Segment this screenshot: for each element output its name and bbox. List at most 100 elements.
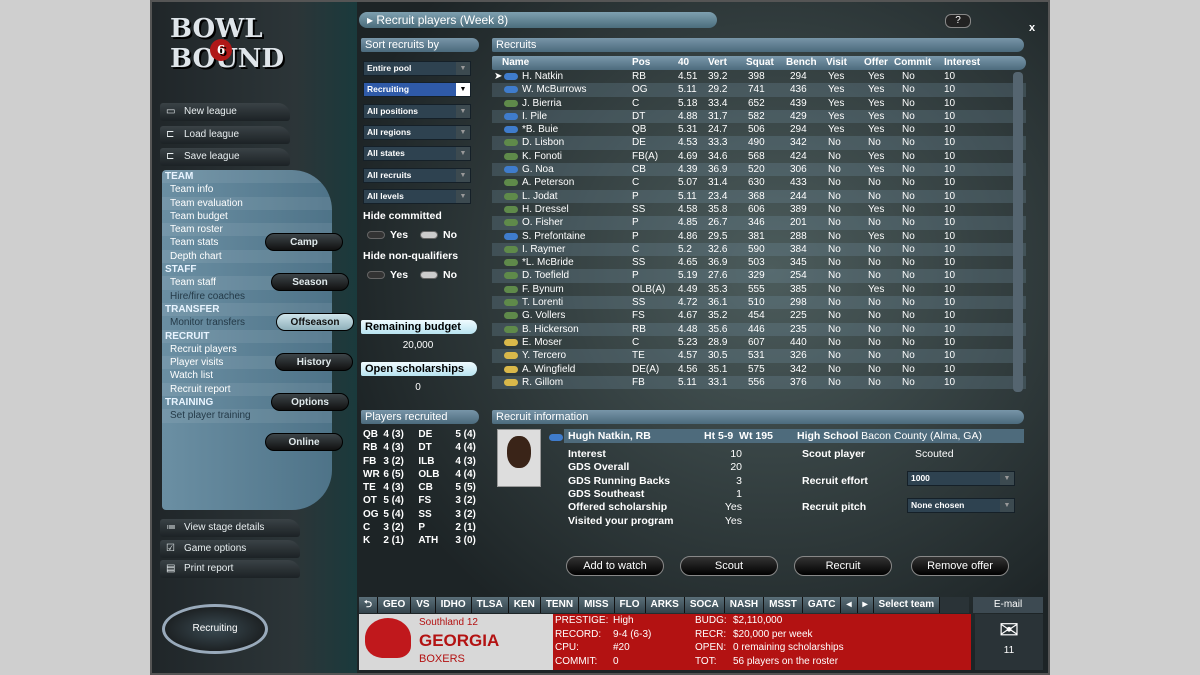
team-tab-geo[interactable]: GEO bbox=[378, 597, 412, 613]
scroll-left-icon[interactable]: ◂ bbox=[841, 597, 858, 613]
table-row[interactable]: G. Noa CB 4.39 36.9 520 306 No Yes No 10 bbox=[492, 163, 1026, 177]
team-tab-msst[interactable]: MSST bbox=[764, 597, 803, 613]
table-row[interactable]: D. Toefield P 5.19 27.6 329 254 No No No 10 bbox=[492, 269, 1026, 283]
team-tab-soca[interactable]: SOCA bbox=[684, 597, 725, 613]
mail-button[interactable]: ✉ 11 bbox=[975, 614, 1043, 670]
sidebar-item-team-stats[interactable]: Team stats bbox=[170, 237, 219, 249]
hide-nonq-yes-radio[interactable] bbox=[367, 271, 385, 279]
stage-camp-button[interactable]: Camp bbox=[265, 233, 343, 251]
sidebar-item-set-player-training[interactable]: Set player training bbox=[162, 409, 332, 423]
filter-select-3[interactable]: All positions ▼ bbox=[363, 103, 471, 119]
column-header-name[interactable]: Name bbox=[502, 57, 530, 68]
table-row[interactable]: *B. Buie QB 5.31 24.7 506 294 Yes Yes No 10 bbox=[492, 123, 1026, 136]
sidebar-item-recruit-players[interactable]: Recruit players bbox=[170, 343, 237, 355]
team-tab-tlsa[interactable]: TLSA bbox=[471, 597, 509, 613]
save-league-button[interactable]: ⊏ Save league bbox=[160, 148, 290, 166]
column-header-commit[interactable]: Commit bbox=[894, 57, 932, 68]
recruit-pitch-select[interactable]: None chosen ▼ bbox=[907, 498, 1015, 513]
sidebar-item-depth-chart[interactable]: Depth chart bbox=[162, 249, 332, 264]
sidebar-item-hire-fire-coaches[interactable]: Hire/fire coaches bbox=[170, 290, 246, 302]
column-header-pos[interactable]: Pos bbox=[632, 57, 651, 68]
recruit-effort-select[interactable]: 1000 ▼ bbox=[907, 471, 1015, 486]
team-tab-tenn[interactable]: TENN bbox=[540, 597, 580, 613]
sidebar-item-team-evaluation[interactable]: Team evaluation bbox=[162, 196, 332, 210]
recruit-button[interactable]: Recruit bbox=[794, 556, 892, 576]
team-tab-arks[interactable]: ARKS bbox=[645, 597, 685, 613]
table-row[interactable]: W. McBurrows OG 5.11 29.2 741 436 Yes Yes No 10 bbox=[492, 83, 1026, 97]
table-row[interactable]: Y. Tercero TE 4.57 30.5 531 326 No No No 10 bbox=[492, 349, 1026, 363]
table-row[interactable]: A. Peterson C 5.07 31.4 630 433 No No No 10 bbox=[492, 176, 1026, 189]
load-league-button[interactable]: ⊏ Load league bbox=[160, 126, 290, 144]
stage-history-button[interactable]: History bbox=[275, 353, 353, 371]
cell-interest: 10 bbox=[944, 230, 956, 242]
team-tab-idho[interactable]: IDHO bbox=[435, 597, 472, 613]
back-arrow-icon[interactable]: ⮌ bbox=[359, 597, 379, 613]
filter-select-2[interactable]: Recruiting ▼ bbox=[363, 82, 471, 98]
stage-online-button[interactable]: Online bbox=[265, 433, 343, 451]
scout-button[interactable]: Scout bbox=[680, 556, 778, 576]
table-row[interactable]: E. Moser C 5.23 28.9 607 440 No No No 10 bbox=[492, 336, 1026, 349]
team-tab-flo[interactable]: FLO bbox=[614, 597, 646, 613]
table-row[interactable]: I. Pile DT 4.88 31.7 582 429 Yes Yes No 10 bbox=[492, 109, 1026, 124]
select-team-button[interactable]: Select team bbox=[873, 597, 941, 613]
table-row[interactable]: H. Dressel SS 4.58 35.8 606 389 No Yes No 10 bbox=[492, 203, 1026, 216]
print-report-button[interactable]: ▤ Print report bbox=[160, 560, 300, 578]
column-header-40[interactable]: 40 bbox=[678, 57, 690, 68]
sidebar-item-watch-list[interactable]: Watch list bbox=[170, 370, 213, 382]
table-row[interactable]: L. Jodat P 5.11 23.4 368 244 No No No 10 bbox=[492, 189, 1026, 203]
team-tab-gatc[interactable]: GATC bbox=[802, 597, 842, 613]
table-row[interactable]: J. Bierria C 5.18 33.4 652 439 Yes Yes No 10 bbox=[492, 97, 1026, 110]
table-row[interactable]: ➤ H. Natkin RB 4.51 39.2 398 294 Yes Yes No 10 bbox=[492, 70, 1026, 83]
hide-committed-yes-radio[interactable] bbox=[367, 231, 385, 239]
table-row[interactable]: R. Gillom FB 5.11 33.1 556 376 No No No 10 bbox=[492, 375, 1026, 390]
stage-season-button[interactable]: Season bbox=[271, 273, 349, 291]
close-button[interactable]: x bbox=[1029, 22, 1036, 34]
new-league-button[interactable]: ▭ New league bbox=[160, 103, 290, 121]
column-header-squat[interactable]: Squat bbox=[746, 57, 774, 68]
team-tab-nash[interactable]: NASH bbox=[724, 597, 765, 613]
table-row[interactable]: S. Prefontaine P 4.86 29.5 381 288 No Yes No 10 bbox=[492, 230, 1026, 243]
column-header-offer[interactable]: Offer bbox=[864, 57, 888, 68]
team-tab-ken[interactable]: KEN bbox=[508, 597, 541, 613]
sidebar-item-team-budget[interactable]: Team budget bbox=[170, 210, 228, 222]
email-button[interactable]: E-mail bbox=[973, 597, 1043, 613]
table-row[interactable]: B. Hickerson RB 4.48 35.6 446 235 No No No 10 bbox=[492, 322, 1026, 336]
view-stage-details-button[interactable]: ≔ View stage details bbox=[160, 519, 300, 537]
scroll-right-icon[interactable]: ▸ bbox=[857, 597, 874, 613]
remove-offer-button[interactable]: Remove offer bbox=[911, 556, 1009, 576]
table-row[interactable]: I. Raymer C 5.2 32.6 590 384 No No No 10 bbox=[492, 242, 1026, 257]
table-row[interactable]: F. Bynum OLB(A) 4.49 35.3 555 385 No Yes No 10 bbox=[492, 283, 1026, 296]
filter-select-7[interactable]: All levels ▼ bbox=[363, 188, 471, 204]
table-row[interactable]: *L. McBride SS 4.65 36.9 503 345 No No No 10 bbox=[492, 256, 1026, 269]
table-row[interactable]: D. Lisbon DE 4.53 33.3 490 342 No No No 10 bbox=[492, 136, 1026, 150]
column-header-bench[interactable]: Bench bbox=[786, 57, 817, 68]
table-row[interactable]: T. Lorenti SS 4.72 36.1 510 298 No No No 10 bbox=[492, 296, 1026, 310]
cell-squat: 575 bbox=[748, 363, 765, 375]
column-header-interest[interactable]: Interest bbox=[944, 57, 981, 68]
hide-committed-no-radio[interactable] bbox=[420, 231, 438, 239]
table-row[interactable]: O. Fisher P 4.85 26.7 346 201 No No No 10 bbox=[492, 216, 1026, 230]
help-button[interactable]: ? bbox=[945, 14, 971, 28]
stage-options-button[interactable]: Options bbox=[271, 393, 349, 411]
filter-select-1[interactable]: Entire pool ▼ bbox=[363, 61, 471, 76]
stage-offseason-button[interactable]: Offseason bbox=[276, 313, 354, 331]
filter-select-5[interactable]: All states ▼ bbox=[363, 146, 471, 162]
column-header-visit[interactable]: Visit bbox=[826, 57, 847, 68]
position: C bbox=[363, 522, 371, 534]
hide-nonq-no-radio[interactable] bbox=[420, 271, 438, 279]
add-to-watch-button[interactable]: Add to watch bbox=[566, 556, 664, 576]
team-tab-miss[interactable]: MISS bbox=[579, 597, 615, 613]
table-row[interactable]: K. Fonoti FB(A) 4.69 34.6 568 424 No Yes No 10 bbox=[492, 150, 1026, 163]
table-row[interactable]: G. Vollers FS 4.67 35.2 454 225 No No No 10 bbox=[492, 309, 1026, 322]
sidebar-item-monitor-transfers[interactable]: Monitor transfers bbox=[170, 317, 246, 329]
filter-select-4[interactable]: All regions ▼ bbox=[363, 124, 471, 140]
team-tab-vs[interactable]: VS bbox=[411, 597, 436, 613]
column-header-vert[interactable]: Vert bbox=[708, 57, 727, 68]
scrollbar[interactable] bbox=[1013, 72, 1023, 392]
table-row[interactable]: A. Wingfield DE(A) 4.56 35.1 575 342 No No No 10 bbox=[492, 363, 1026, 376]
filter-select-6[interactable]: All recruits ▼ bbox=[363, 167, 471, 183]
sidebar-item-team-info[interactable]: Team info bbox=[170, 184, 214, 196]
sidebar-item-recruit-report[interactable]: Recruit report bbox=[162, 382, 332, 397]
game-options-button[interactable]: ☑ Game options bbox=[160, 540, 300, 558]
recruiting-button[interactable]: Recruiting bbox=[162, 604, 268, 654]
